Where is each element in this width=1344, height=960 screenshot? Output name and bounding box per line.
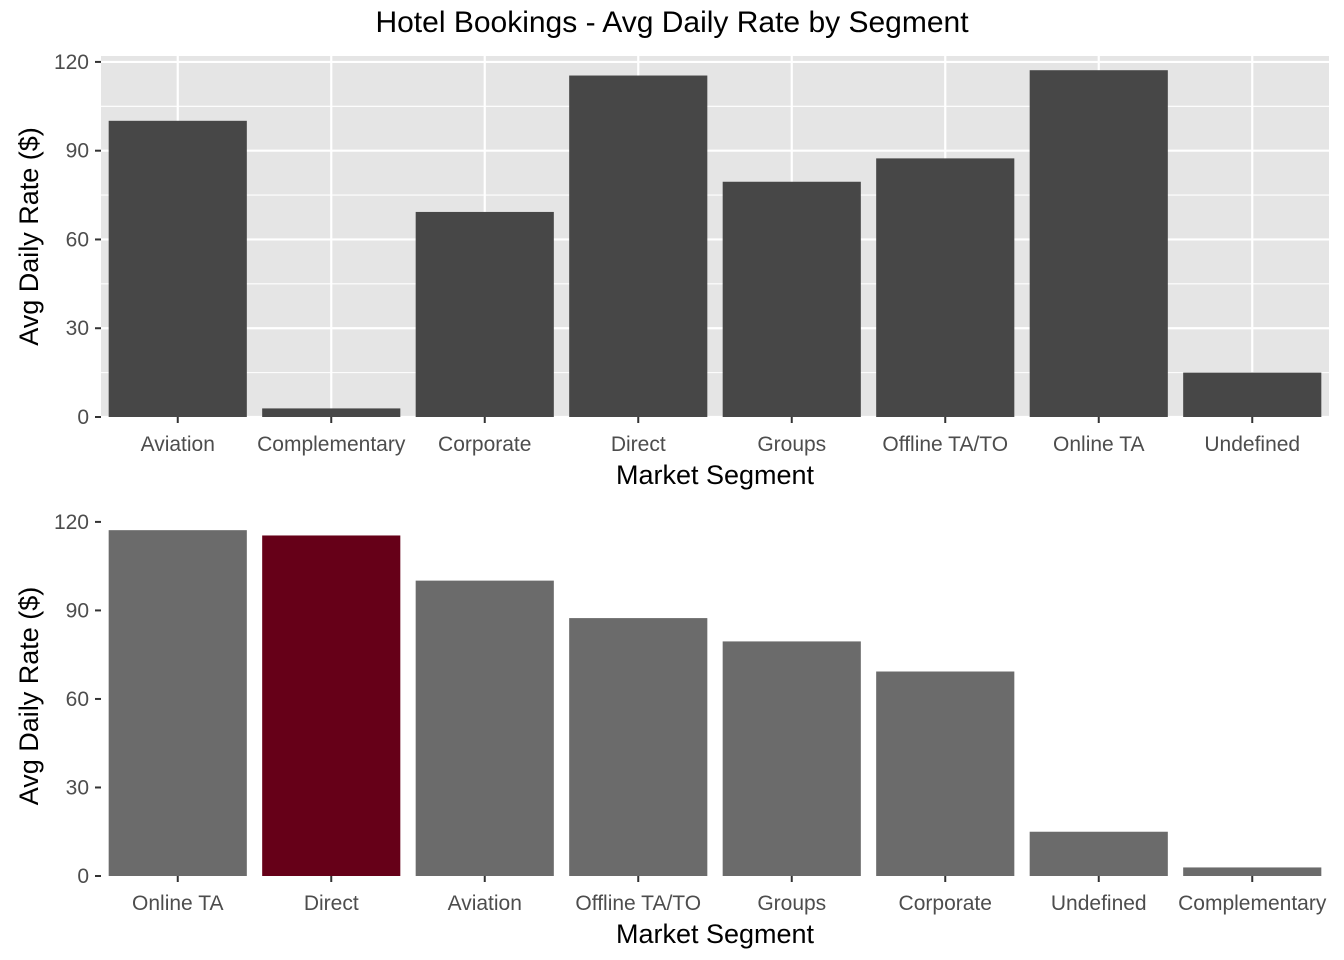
x-axis-title: Market Segment (616, 460, 815, 490)
top-bar-chart: 0 30 60 90 120 Aviation Complementary Corporate… (14, 51, 1329, 490)
y-tick-label: 60 (66, 688, 89, 711)
x-tick-label-direct: Direct (611, 433, 666, 456)
x-tick-label-offline-ta-to: Offline TA/TO (575, 892, 701, 915)
bar-online-ta (108, 530, 247, 876)
y-tick-label: 60 (66, 228, 89, 251)
x-tick-label-corporate: Corporate (438, 433, 531, 456)
x-tick-label-complementary: Complementary (1178, 892, 1327, 915)
bar-corporate (415, 211, 554, 417)
bar-undefined (1183, 372, 1322, 417)
bottom-bar-chart: 0 30 60 90 120 Online TA Direct Aviation Offline… (14, 511, 1327, 949)
bar-complementary (1183, 867, 1322, 876)
bar-groups (722, 641, 861, 876)
x-tick-label-groups: Groups (757, 433, 826, 456)
y-tick-label: 120 (54, 51, 89, 74)
bar-offline-ta-to (876, 158, 1015, 418)
y-tick-label: 90 (66, 599, 89, 622)
x-tick-label-online-ta: Online TA (132, 892, 223, 915)
x-tick-label-offline-ta-to: Offline TA/TO (882, 433, 1008, 456)
bar-online-ta (1029, 70, 1168, 417)
x-tick-label-complementary: Complementary (257, 433, 406, 456)
x-tick-label-direct: Direct (304, 892, 359, 915)
y-tick-label: 30 (66, 317, 89, 340)
bar-complementary (262, 408, 401, 417)
y-tick-label: 30 (66, 776, 89, 799)
bar-direct (569, 75, 708, 417)
bar-offline-ta-to (569, 618, 708, 876)
bar-groups (722, 181, 861, 417)
x-tick-label-groups: Groups (757, 892, 826, 915)
bar-corporate (876, 671, 1015, 876)
y-tick-label: 120 (54, 511, 89, 534)
x-tick-label-corporate: Corporate (899, 892, 992, 915)
chart-title: Hotel Bookings - Avg Daily Rate by Segme… (375, 6, 969, 39)
bar-aviation (108, 120, 247, 417)
bar-undefined (1029, 831, 1168, 876)
bar-aviation (415, 580, 554, 876)
x-axis-title: Market Segment (616, 919, 815, 949)
y-tick-label: 90 (66, 140, 89, 163)
y-axis-title: Avg Daily Rate ($) (14, 587, 44, 806)
x-tick-label-undefined: Undefined (1051, 892, 1147, 915)
x-tick-label-aviation: Aviation (141, 433, 215, 456)
y-tick-label: 0 (77, 865, 89, 888)
x-tick-label-online-ta: Online TA (1053, 433, 1144, 456)
x-tick-label-undefined: Undefined (1204, 433, 1300, 456)
bar-direct (262, 535, 401, 876)
y-tick-label: 0 (77, 406, 89, 429)
y-axis-title: Avg Daily Rate ($) (14, 127, 44, 346)
x-tick-label-aviation: Aviation (448, 892, 522, 915)
